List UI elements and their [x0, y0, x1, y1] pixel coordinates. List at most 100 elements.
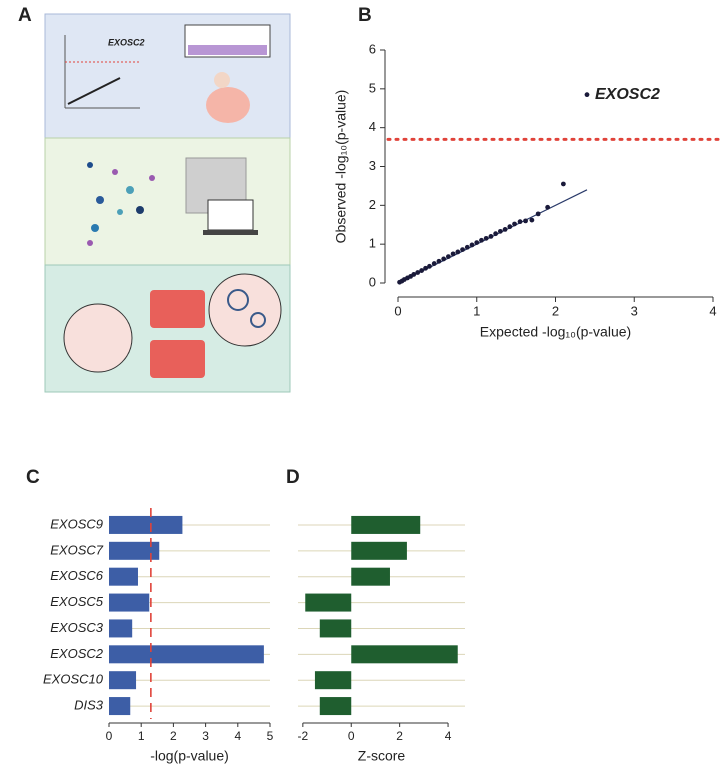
- x-axis-label: Expected -log₁₀(p-value): [480, 324, 631, 340]
- y-tick-label: 0: [369, 274, 376, 289]
- bar: [305, 593, 352, 612]
- point: [436, 258, 442, 264]
- dot: [126, 186, 134, 194]
- bar: [351, 645, 458, 664]
- bar: [109, 515, 183, 534]
- point: [560, 181, 566, 187]
- bar: [319, 697, 352, 716]
- dot: [117, 209, 123, 215]
- lungs: [206, 87, 250, 123]
- y-tick-label: EXOSC2: [50, 646, 104, 661]
- inset: [63, 303, 133, 373]
- virus: [227, 289, 249, 311]
- x-tick-label: 0: [394, 303, 401, 318]
- bar: [109, 541, 160, 560]
- x-axis-label: Z-score: [358, 748, 406, 764]
- bar: [351, 567, 390, 586]
- x-tick-label: 2: [552, 303, 559, 318]
- point: [415, 270, 421, 275]
- panel-label: A: [18, 5, 32, 26]
- bar: [109, 593, 150, 612]
- flask: [150, 290, 205, 328]
- x-tick-label: 4: [445, 729, 452, 743]
- dot: [112, 169, 118, 175]
- point: [411, 272, 417, 277]
- point: [479, 237, 484, 243]
- laptop-base: [203, 230, 258, 235]
- illustration-label: EXOSC2: [108, 37, 145, 47]
- y-tick-label: 3: [369, 158, 376, 173]
- y-tick-label: 2: [369, 197, 376, 212]
- x-tick-label: 4: [709, 303, 716, 318]
- point: [460, 247, 465, 253]
- point: [488, 234, 494, 239]
- qq-line: [67, 77, 121, 105]
- head: [214, 72, 230, 88]
- point: [423, 265, 428, 271]
- point: [497, 228, 503, 234]
- point: [455, 249, 461, 255]
- point: [502, 227, 508, 232]
- x-tick-label: 0: [106, 729, 113, 743]
- point: [427, 263, 432, 269]
- y-tick-label: EXOSC9: [50, 516, 103, 531]
- y-tick-label: EXOSC7: [50, 542, 104, 557]
- bar: [109, 697, 131, 716]
- point: [493, 231, 499, 237]
- bar: [351, 541, 407, 560]
- panel-label: B: [358, 5, 372, 26]
- point: [512, 221, 517, 227]
- dot: [136, 206, 144, 214]
- point: [517, 219, 523, 225]
- x-tick-label: 5: [267, 729, 274, 743]
- x-tick-label: 1: [138, 729, 145, 743]
- dot: [87, 240, 93, 246]
- y-tick-label: EXOSC3: [50, 620, 104, 635]
- bar: [319, 619, 352, 638]
- point: [419, 268, 425, 273]
- bar: [314, 671, 352, 690]
- dot: [87, 162, 93, 168]
- x-tick-label: 4: [234, 729, 241, 743]
- x-tick-label: 2: [396, 729, 403, 743]
- point: [545, 204, 551, 210]
- y-tick-label: EXOSC10: [43, 672, 104, 687]
- bar: [351, 515, 421, 534]
- manhattan-points: [188, 45, 267, 55]
- point: [431, 261, 437, 266]
- bar: [109, 645, 264, 664]
- y-tick-label: 5: [369, 80, 376, 95]
- dot: [96, 196, 104, 204]
- point: [469, 242, 475, 248]
- annotation: EXOSC2: [595, 86, 660, 103]
- point: [507, 224, 513, 230]
- laptop: [207, 199, 254, 231]
- x-tick-label: 3: [631, 303, 638, 318]
- x-axis-label: -log(p-value): [150, 748, 229, 764]
- illustration: EXOSC2: [44, 13, 291, 393]
- point: [483, 235, 489, 241]
- x-tick-label: 3: [202, 729, 209, 743]
- virus: [250, 312, 266, 328]
- x-tick-label: 1: [473, 303, 480, 318]
- point: [441, 256, 447, 262]
- x-tick-label: 2: [170, 729, 177, 743]
- point: [464, 244, 470, 250]
- y-tick-label: 4: [369, 119, 376, 134]
- dot: [91, 224, 99, 232]
- bar: [109, 619, 133, 638]
- y-tick-label: EXOSC6: [50, 568, 104, 583]
- point: [523, 218, 528, 224]
- x-tick-label: -2: [298, 729, 309, 743]
- point: [529, 217, 535, 223]
- y-tick-label: 1: [369, 236, 376, 251]
- dot: [149, 175, 155, 181]
- y-tick-label: EXOSC5: [50, 594, 104, 609]
- panel-label: C: [26, 467, 40, 488]
- point: [446, 254, 451, 259]
- point: [584, 92, 590, 98]
- panel-label: D: [286, 467, 300, 488]
- point: [474, 240, 480, 246]
- flask: [150, 340, 205, 378]
